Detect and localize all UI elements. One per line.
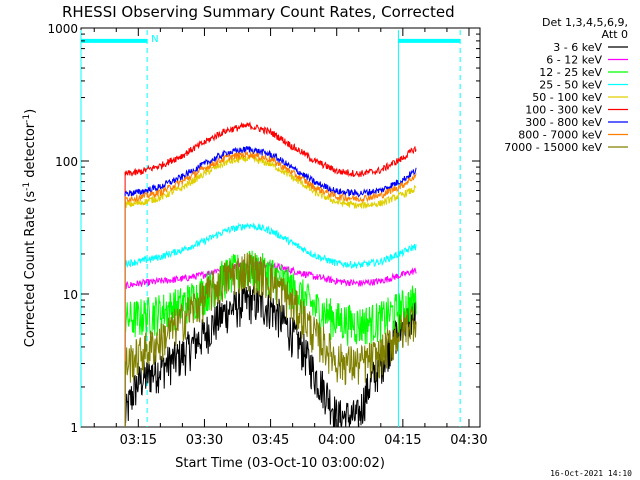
chart-title: RHESSI Observing Summary Count Rates, Co…	[62, 3, 455, 21]
legend-label: 800 - 7000 keV	[518, 129, 602, 142]
footer-timestamp: 16-Oct-2021 14:10	[550, 469, 632, 478]
x-tick-label: 04:30	[450, 433, 487, 448]
y-tick-label: 100	[55, 155, 78, 169]
legend-header-att: Att 0	[602, 28, 628, 41]
y-tick-label: 1	[70, 421, 78, 435]
night-label: N	[151, 34, 158, 45]
series-line-3	[124, 222, 417, 427]
legend-header: Det 1,3,4,5,6,9,	[542, 16, 628, 29]
legend-label: 100 - 300 keV	[525, 104, 602, 117]
y-axis-label: Corrected Count Rate (s-1 detector-1)	[22, 109, 38, 347]
x-axis-label: Start Time (03-Oct-10 03:00:02)	[175, 456, 385, 471]
y-tick-label: 1000	[47, 22, 78, 36]
x-tick-label: 03:30	[186, 433, 223, 448]
x-tick-label: 04:00	[318, 433, 355, 448]
x-tick-label: 03:15	[120, 433, 157, 448]
legend-label: 7000 - 15000 keV	[504, 141, 602, 154]
legend-label: 12 - 25 keV	[539, 66, 602, 79]
legend-label: 300 - 800 keV	[525, 116, 602, 129]
series-line-8	[124, 252, 417, 427]
series-line-7	[124, 151, 417, 427]
legend-label: 50 - 100 keV	[532, 91, 602, 104]
series-line-2	[124, 250, 417, 427]
series-line-6	[124, 145, 417, 427]
legend-label: 3 - 6 keV	[553, 41, 602, 54]
series-line-0	[124, 284, 417, 428]
legend-label: 6 - 12 keV	[546, 54, 602, 67]
legend-label: 25 - 50 keV	[539, 79, 602, 92]
series-line-5	[124, 121, 417, 427]
y-tick-label: 10	[63, 288, 78, 302]
x-tick-label: 03:45	[252, 433, 289, 448]
x-tick-label: 04:15	[384, 433, 421, 448]
plot-frame	[80, 27, 481, 428]
